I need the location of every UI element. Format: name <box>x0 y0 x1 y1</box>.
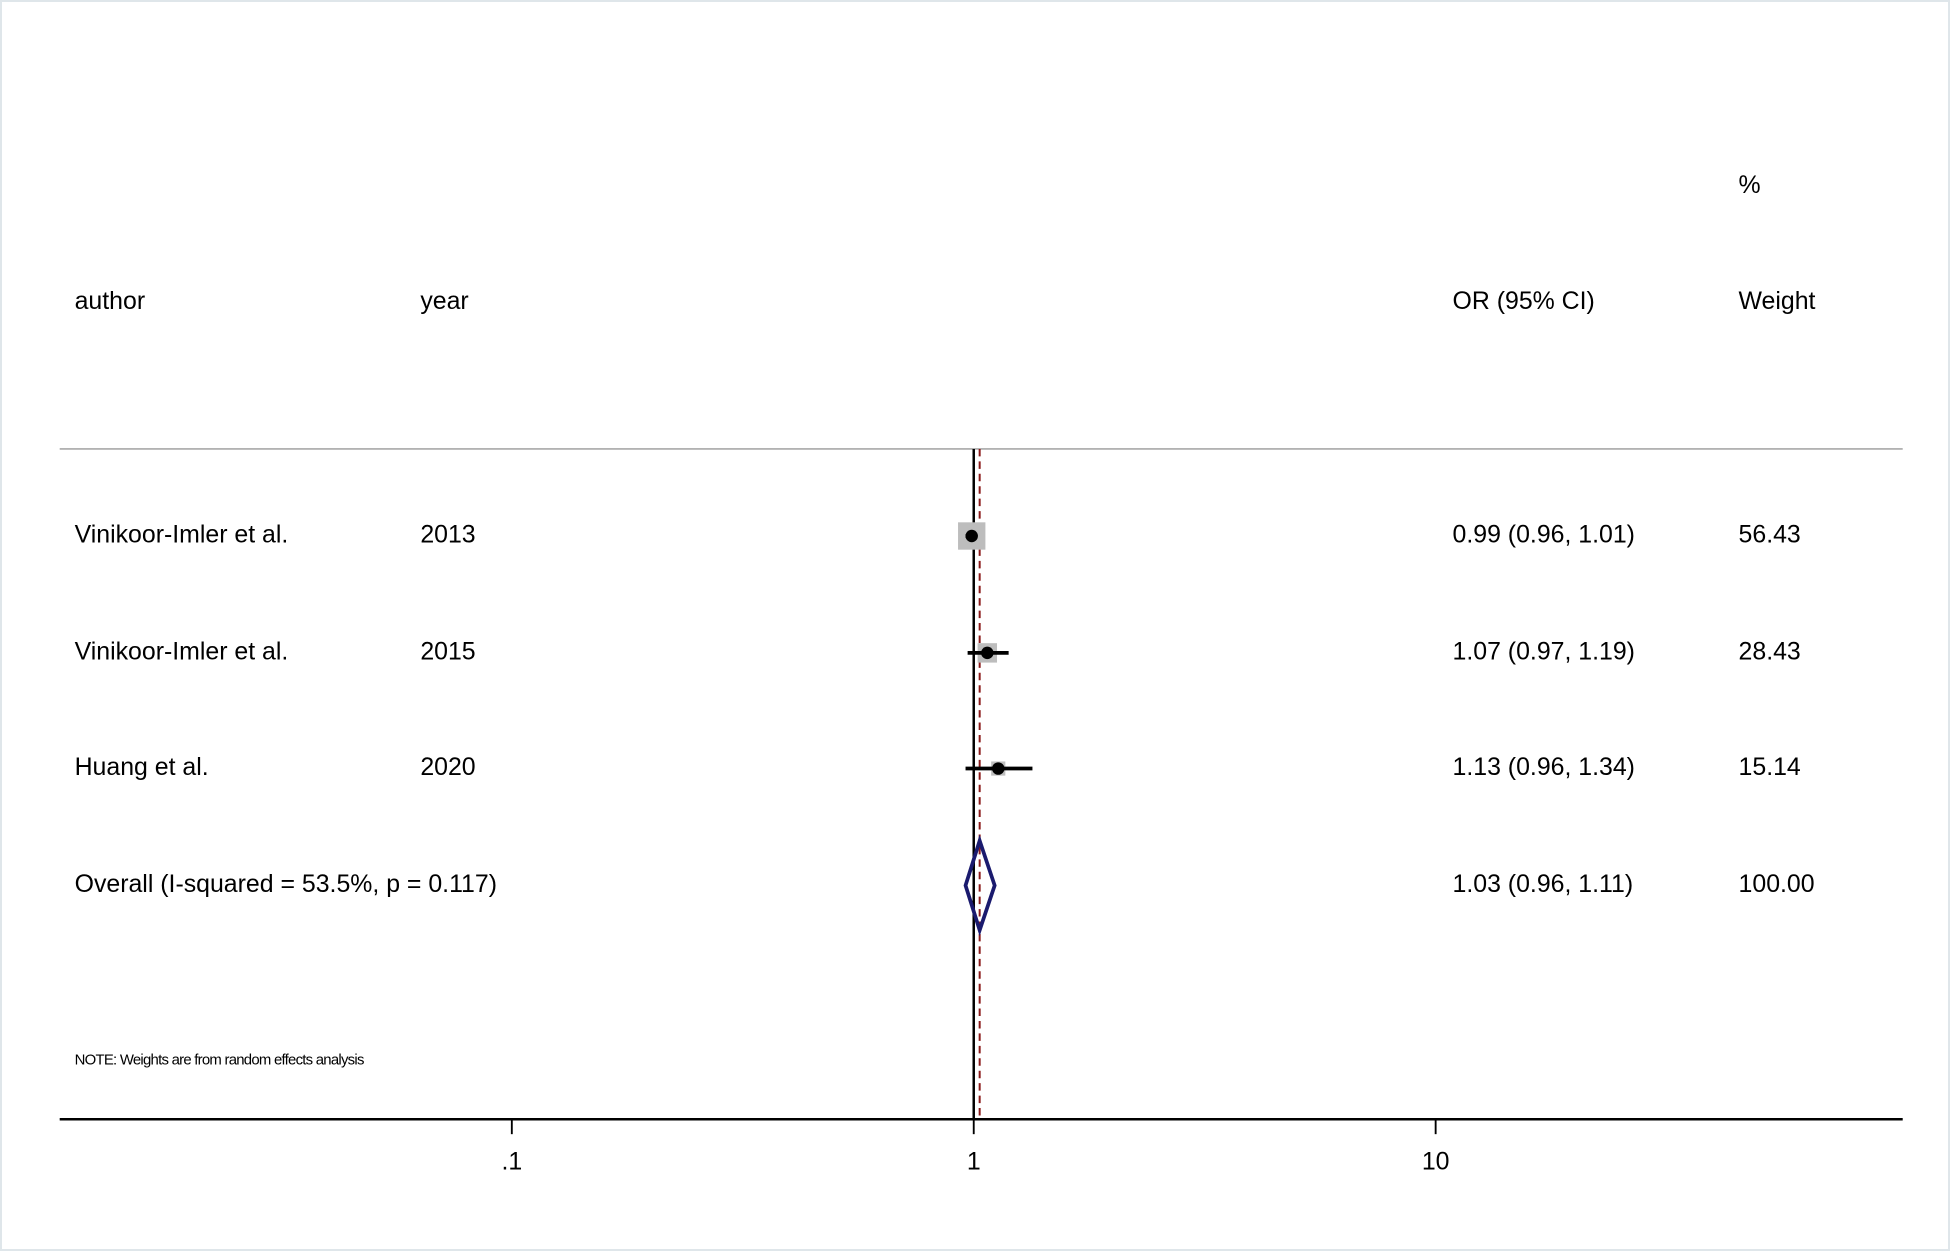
weight-header-top: % <box>1739 171 1761 199</box>
x-tick-label: .1 <box>501 1147 522 1175</box>
note: NOTE: Weights are from random effects an… <box>75 1052 364 1069</box>
point-estimate <box>981 646 994 660</box>
year-header: year <box>420 287 468 315</box>
weight-header: Weight <box>1739 287 1816 315</box>
point-estimate <box>992 762 1005 775</box>
x-tick-label: 10 <box>1422 1147 1450 1175</box>
study-author: Vinikoor-Imler et al. <box>75 637 289 665</box>
overall-weight: 100.00 <box>1739 870 1815 898</box>
study-year: 2015 <box>420 637 475 665</box>
x-tick-label: 1 <box>967 1147 981 1175</box>
study-author: Vinikoor-Imler et al. <box>75 521 289 549</box>
estimate-header: OR (95% CI) <box>1453 287 1595 315</box>
point-estimate <box>965 529 978 543</box>
study-weight: 56.43 <box>1739 521 1801 549</box>
study-weight: 15.14 <box>1739 753 1801 781</box>
study-author: Huang et al. <box>75 753 209 781</box>
overall-diamond <box>963 834 997 937</box>
overall-estimate: 1.03 (0.96, 1.11) <box>1453 870 1634 898</box>
study-year: 2013 <box>420 521 475 549</box>
study-estimate: 1.13 (0.96, 1.34) <box>1453 753 1635 781</box>
study-weight: 28.43 <box>1739 637 1801 665</box>
study-estimate: 1.07 (0.97, 1.19) <box>1453 637 1635 665</box>
plot: % author year OR (95% CI) Weight NOTE: W… <box>59 171 1903 1175</box>
study-estimate: 0.99 (0.96, 1.01) <box>1453 521 1635 549</box>
overall-label: Overall (I-squared = 53.5%, p = 0.117) <box>75 870 497 898</box>
author-header: author <box>75 287 146 315</box>
study-year: 2020 <box>420 753 475 781</box>
